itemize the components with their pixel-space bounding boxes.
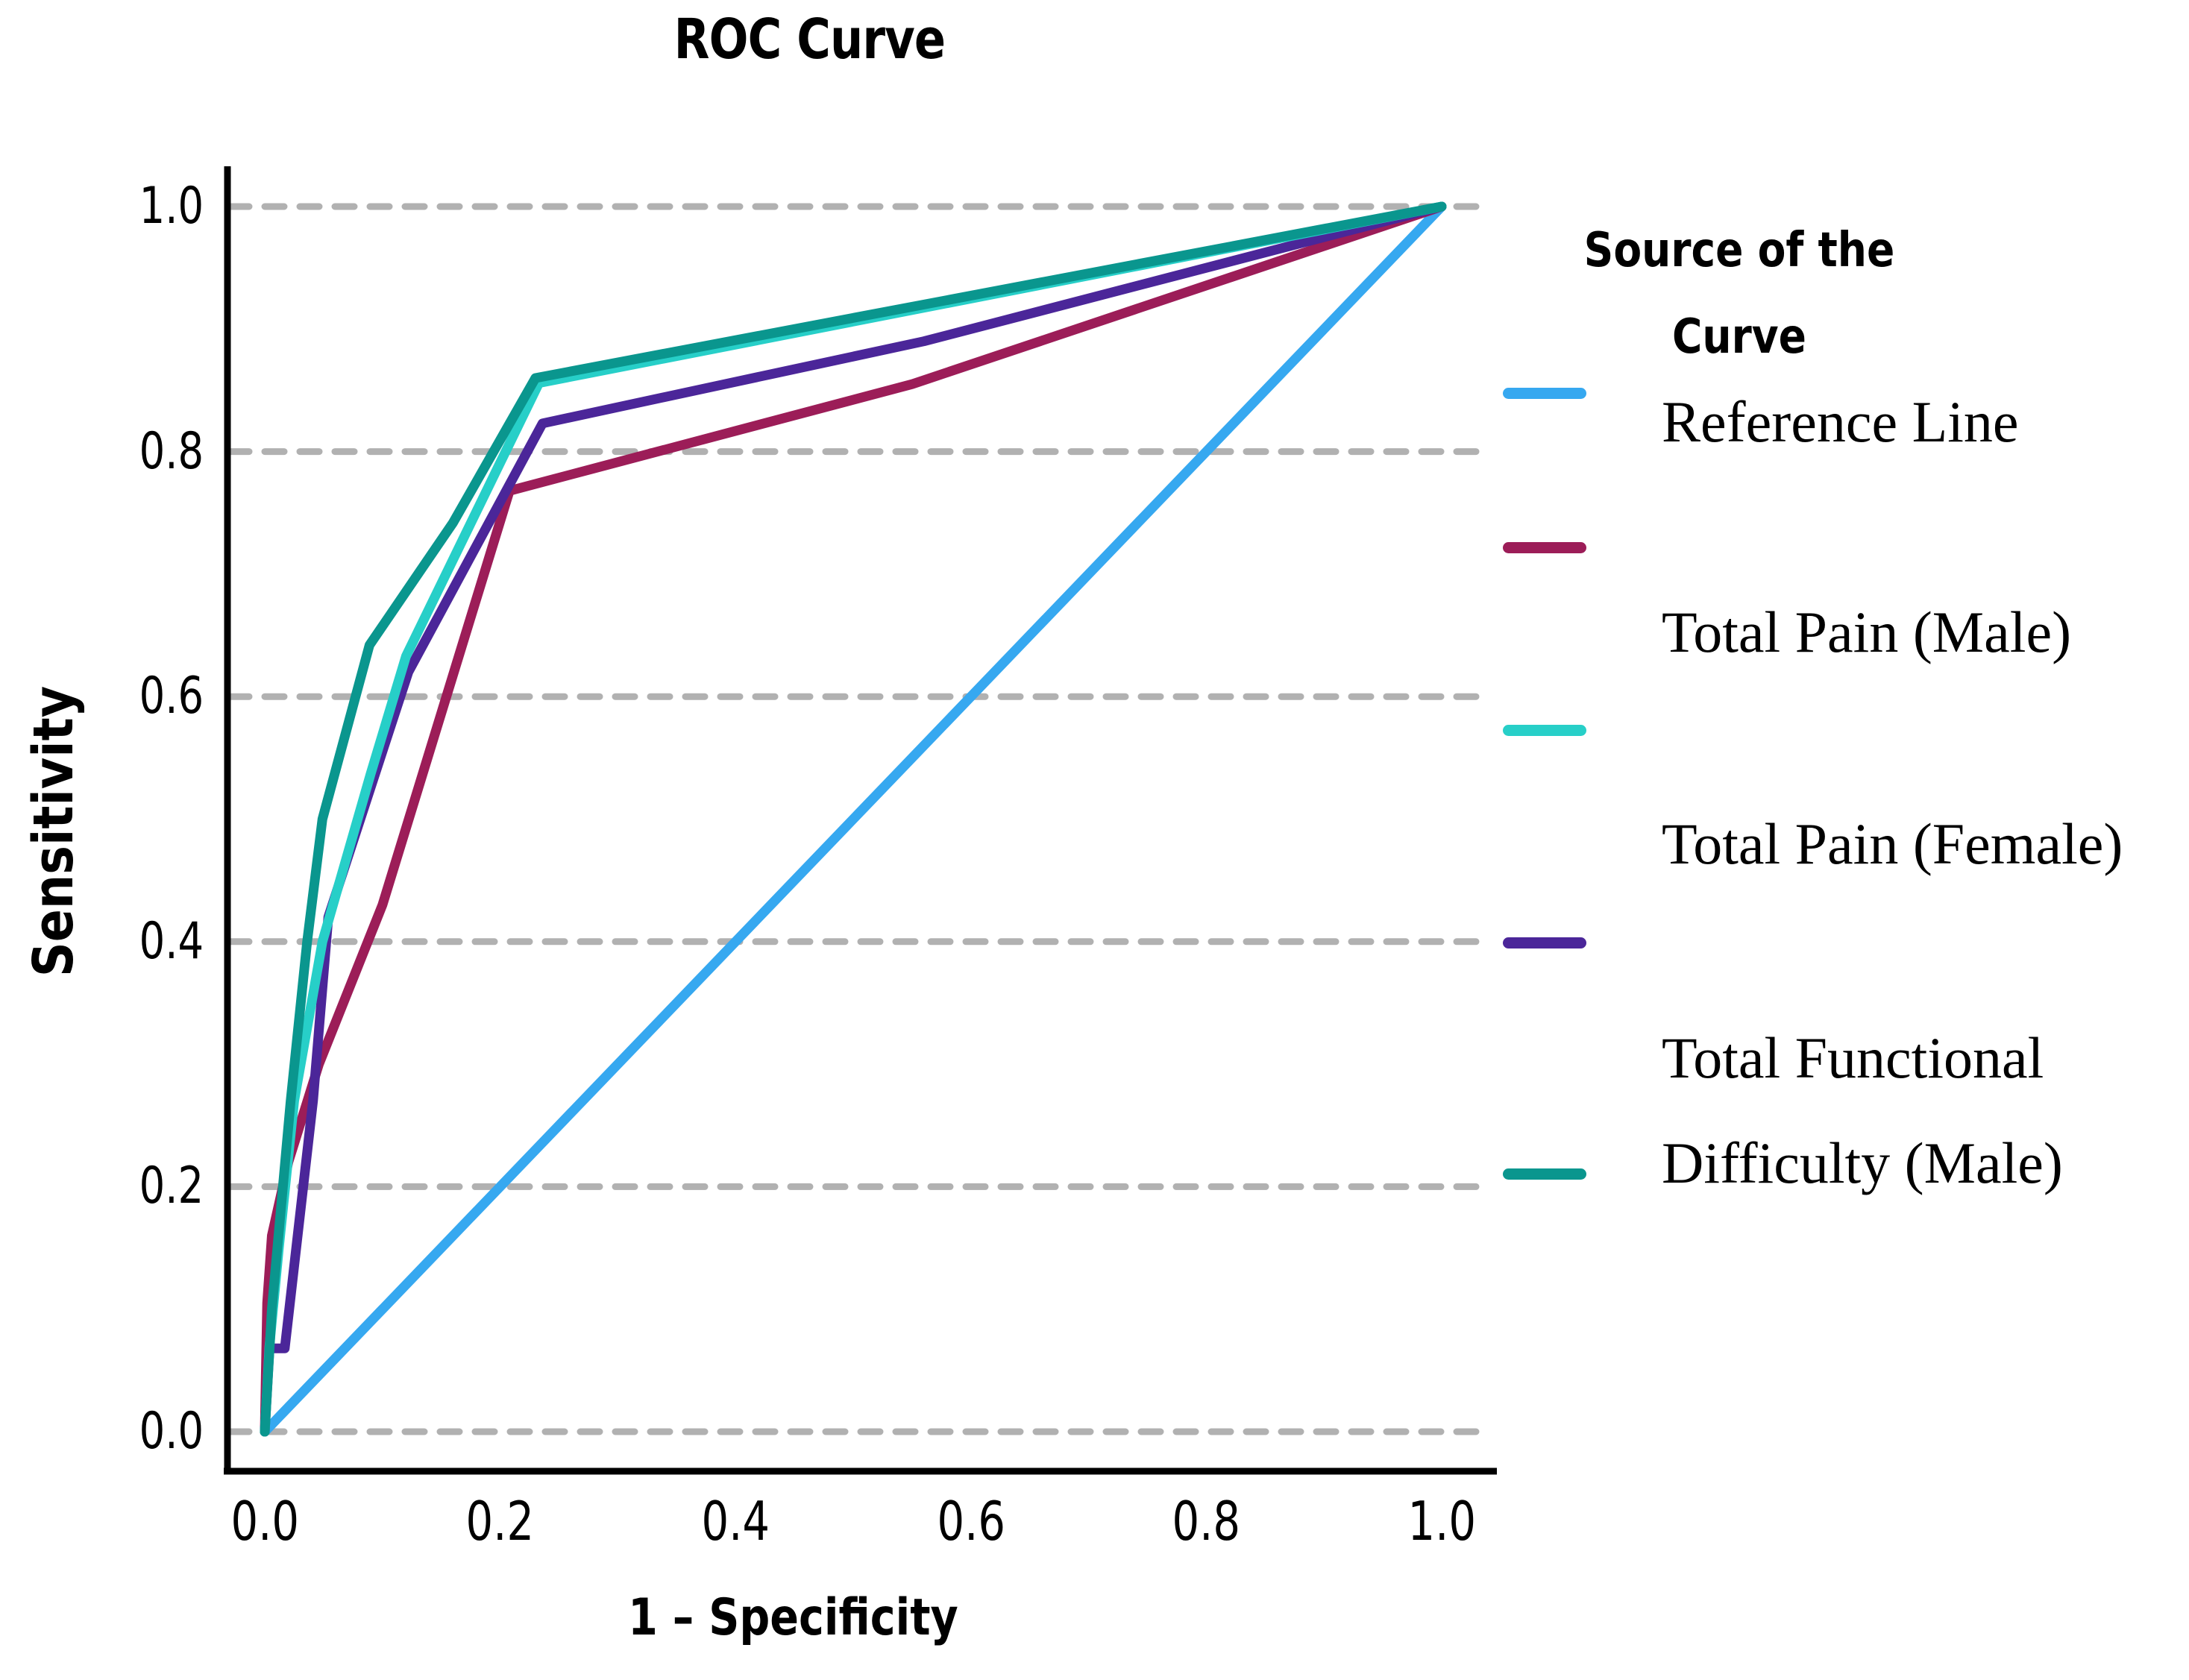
x-tick-text: 1.0 [1407, 1490, 1476, 1552]
legend-title-line-2: Curve [1672, 309, 1806, 365]
legend-title-line-1: Source of the [1583, 223, 1895, 278]
y-tick-text: 1.0 [139, 177, 204, 236]
x-axis-title: 1 – Specificity [569, 1588, 1017, 1647]
y-tick-text: 0.8 [139, 421, 204, 481]
legend-swatch-reference-line [1503, 388, 1586, 399]
y-tick-label-0.6: 0.6 [17, 665, 204, 728]
y-tick-text: 0.0 [139, 1402, 204, 1461]
y-tick-text: 0.2 [139, 1157, 204, 1216]
legend-swatch-total-pain-female [1503, 725, 1586, 736]
legend-label-total-functional: Total Functional [1662, 1025, 2044, 1090]
y-axis-title: Sensitivity [22, 685, 86, 978]
legend-label-difficulty-male: Difficulty (Male) [1662, 1130, 2063, 1195]
legend-label-total-pain-male: Total Pain (Male) [1662, 600, 2072, 664]
legend-label-reference-line: Reference Line [1662, 389, 2019, 454]
legend-swatch-total-functional [1503, 937, 1586, 948]
y-tick-label-1.0: 1.0 [17, 175, 204, 238]
x-tick-label-0.2: 0.2 [426, 1491, 575, 1551]
x-tick-text: 0.2 [465, 1490, 535, 1552]
x-tick-label-0.0: 0.0 [190, 1491, 339, 1551]
legend-swatch-total-pain-male [1503, 542, 1586, 553]
x-tick-label-0.8: 0.8 [1131, 1491, 1281, 1551]
legend-swatch-difficulty-male [1503, 1168, 1586, 1180]
x-axis-title-text: 1 – Specificity [627, 1588, 958, 1647]
page-title-text: ROC Curve [673, 7, 945, 72]
x-tick-label-0.6: 0.6 [896, 1491, 1046, 1551]
curve-teal [260, 201, 1447, 1437]
x-tick-text: 0.0 [230, 1490, 299, 1552]
y-tick-text: 0.6 [139, 667, 204, 726]
y-tick-label-0.0: 0.0 [17, 1400, 204, 1463]
y-tick-label-0.4: 0.4 [17, 910, 204, 973]
y-tick-label-0.2: 0.2 [17, 1155, 204, 1218]
x-tick-text: 0.4 [701, 1490, 770, 1552]
x-tick-text: 0.8 [1172, 1490, 1241, 1552]
legend-title: Source of the Curve [1560, 207, 1919, 380]
x-tick-text: 0.6 [936, 1490, 1005, 1552]
page-title: ROC Curve [585, 7, 1033, 72]
y-tick-text: 0.4 [139, 911, 204, 971]
x-tick-label-0.4: 0.4 [661, 1491, 810, 1551]
curve-reference-line [260, 201, 1447, 1437]
x-tick-label-1.0: 1.0 [1367, 1491, 1516, 1551]
y-tick-label-0.8: 0.8 [17, 421, 204, 483]
legend-label-total-pain-female: Total Pain (Female) [1662, 811, 2123, 876]
